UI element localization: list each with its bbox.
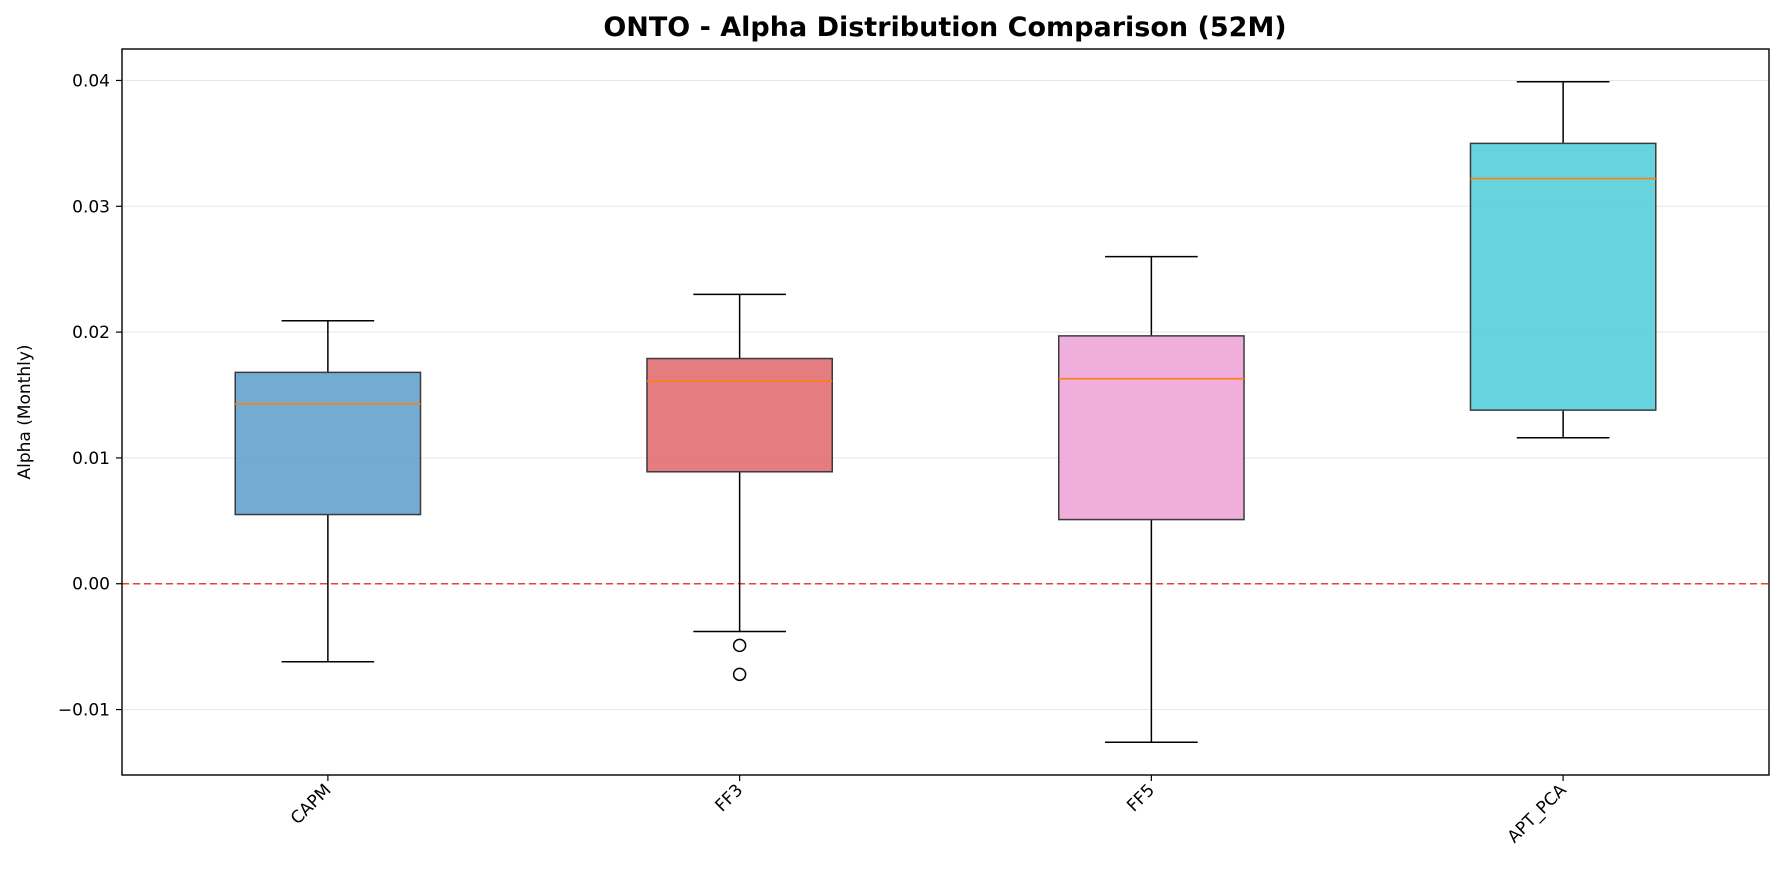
y-tick-label: 0.00 [72,575,110,595]
x-tick-label: APT_PCA [1504,780,1571,847]
box-ff3 [646,293,834,682]
box-body [234,371,422,516]
y-tick-label: −0.01 [58,701,110,721]
y-axis-title: Alpha (Monthly) [15,344,35,479]
box-body [1469,142,1657,411]
box-body [646,357,834,473]
y-tick-label: 0.01 [72,449,110,469]
x-tick-label: CAPM [287,780,335,828]
box-ff5 [1057,255,1245,744]
plot-frame [121,48,1770,776]
x-tick-label: FF3 [712,780,748,816]
chart-title: ONTO - Alpha Distribution Comparison (52… [603,12,1286,43]
y-tick-label: 0.03 [72,197,110,217]
y-tick-label: 0.04 [72,71,110,91]
x-tick-label: FF5 [1123,780,1159,816]
box-apt-pca [1469,80,1657,439]
y-tick-label: 0.02 [72,323,110,343]
box-body [1057,335,1245,521]
outlier-point [732,667,747,682]
box-capm [234,320,422,663]
outlier-point [732,638,747,653]
boxes [234,80,1657,744]
